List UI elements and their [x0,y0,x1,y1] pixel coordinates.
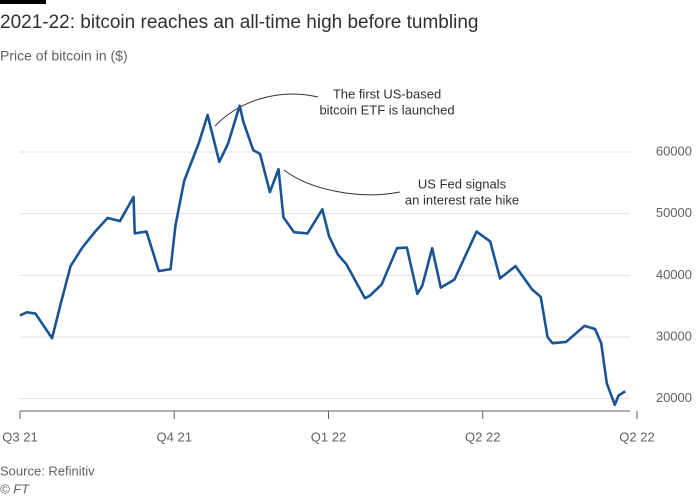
annotation: US Fed signals [418,176,507,191]
x-tick-label: Q2 22 [465,429,500,444]
annotation: bitcoin ETF is launched [319,102,454,117]
annotation-connector [283,169,401,196]
x-tick-label: Q1 22 [311,429,346,444]
chart-title: 2021-22: bitcoin reaches an all-time hig… [0,12,478,33]
y-tick-label: 60000 [656,143,692,158]
chart-subtitle: Price of bitcoin in ($) [0,48,128,64]
brand-bar [0,0,46,4]
annotation: an interest rate hike [405,192,519,207]
y-tick-label: 20000 [656,390,692,405]
x-tick-label: Q3 21 [2,429,37,444]
annotation: The first US-based [333,86,441,101]
annotation-connector [214,93,319,127]
y-tick-label: 50000 [656,205,692,220]
x-tick-label: Q2 22 [619,429,654,444]
source: Source: Refinitiv [0,463,95,478]
y-tick-label: 40000 [656,267,692,282]
price-line [19,104,626,407]
y-tick-label: 30000 [656,328,692,343]
x-tick-label: Q4 21 [157,429,192,444]
credit: © FT [0,481,30,496]
